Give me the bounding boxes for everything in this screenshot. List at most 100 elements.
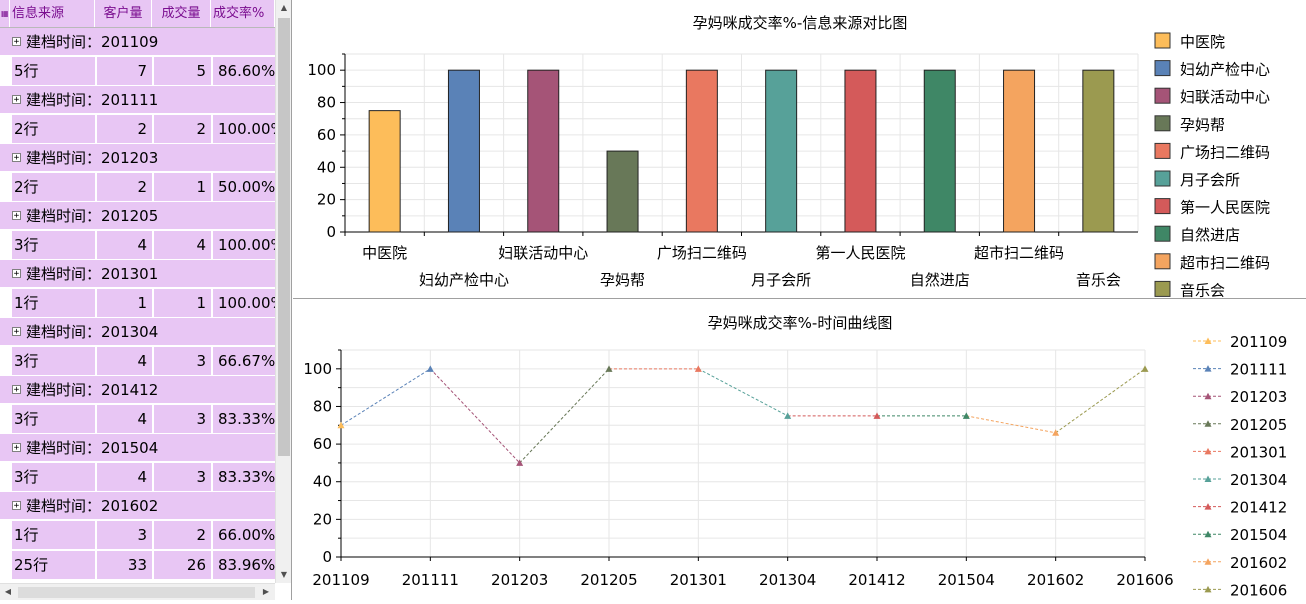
- data-grid[interactable]: ▦ 信息来源 客户量 成交量 成交率% + 建档时间：201109 5行 7 5 86.6…: [0, 0, 292, 600]
- deal-count-cell[interactable]: 1: [154, 173, 213, 201]
- deal-rate-cell[interactable]: 100.00%: [213, 231, 275, 259]
- group-label: 建档时间：201504: [26, 439, 159, 457]
- deal-count-cell[interactable]: 3: [154, 463, 213, 491]
- expand-icon[interactable]: +: [12, 95, 21, 105]
- column-header-deals[interactable]: 成交量: [152, 0, 211, 27]
- customer-count-cell[interactable]: 7: [97, 57, 154, 85]
- customer-count-cell[interactable]: 2: [97, 115, 154, 143]
- group-summary-row[interactable]: 2行 2 1 50.00%: [0, 172, 275, 202]
- customer-count-cell[interactable]: 4: [97, 347, 154, 375]
- expand-icon[interactable]: +: [12, 327, 21, 337]
- y-tick-label: 20: [317, 191, 336, 209]
- x-tick-label: 自然进店: [910, 271, 970, 289]
- deal-count-cell[interactable]: 3: [154, 347, 213, 375]
- customer-count-cell[interactable]: 4: [97, 463, 154, 491]
- group-row[interactable]: + 建档时间：201109: [0, 28, 275, 56]
- row-count-cell[interactable]: 5行: [12, 57, 97, 85]
- deal-rate-cell[interactable]: 66.67%: [213, 347, 275, 375]
- group-row[interactable]: + 建档时间：201412: [0, 376, 275, 404]
- expand-icon[interactable]: +: [12, 37, 21, 47]
- data-point-marker: [337, 421, 345, 429]
- row-count-cell[interactable]: 3行: [12, 347, 97, 375]
- deal-count-cell[interactable]: 2: [154, 115, 213, 143]
- deal-rate-cell[interactable]: 86.60%: [213, 57, 275, 85]
- group-summary-row[interactable]: 1行 3 2 66.00%: [0, 520, 275, 550]
- horizontal-scrollbar[interactable]: ◀ ▶: [0, 583, 275, 600]
- row-count-cell[interactable]: 1行: [12, 521, 97, 549]
- data-point-marker: [426, 365, 434, 372]
- grid-corner-icon[interactable]: ▦: [0, 0, 10, 27]
- group-summary-row[interactable]: 3行 4 3 66.67%: [0, 346, 275, 376]
- group-summary-row[interactable]: 3行 4 3 83.33%: [0, 462, 275, 492]
- row-count-cell[interactable]: 3行: [12, 231, 97, 259]
- horizontal-scroll-thumb[interactable]: [18, 587, 255, 598]
- deal-count-cell[interactable]: 26: [154, 551, 213, 579]
- group-row[interactable]: + 建档时间：201301: [0, 260, 275, 288]
- deal-rate-cell[interactable]: 50.00%: [213, 173, 275, 201]
- customer-count-cell[interactable]: 1: [97, 289, 154, 317]
- x-tick-label: 201304: [759, 571, 816, 589]
- vertical-scroll-thumb[interactable]: [278, 18, 290, 456]
- legend-swatch: [1154, 32, 1171, 49]
- group-row[interactable]: + 建档时间：201504: [0, 434, 275, 462]
- y-tick-label: 100: [307, 61, 336, 79]
- expand-icon[interactable]: +: [12, 385, 21, 395]
- deal-count-cell[interactable]: 4: [154, 231, 213, 259]
- deal-rate-cell[interactable]: 100.00%: [213, 289, 275, 317]
- legend-swatch: [1154, 142, 1171, 159]
- column-header-rate[interactable]: 成交率%: [211, 0, 275, 27]
- row-count-cell[interactable]: 2行: [12, 173, 97, 201]
- expand-icon[interactable]: +: [12, 269, 21, 279]
- deal-count-cell[interactable]: 2: [154, 521, 213, 549]
- scroll-up-icon[interactable]: ▲: [276, 0, 291, 16]
- expand-icon[interactable]: +: [12, 211, 21, 221]
- row-count-cell[interactable]: 3行: [12, 463, 97, 491]
- customer-count-cell[interactable]: 3: [97, 521, 154, 549]
- legend-marker: [1204, 503, 1212, 510]
- group-row[interactable]: + 建档时间：201205: [0, 202, 275, 230]
- group-row[interactable]: + 建档时间：201111: [0, 86, 275, 114]
- column-header-customers[interactable]: 客户量: [95, 0, 152, 27]
- legend-label: 201111: [1230, 361, 1287, 379]
- row-count-cell[interactable]: 1行: [12, 289, 97, 317]
- legend-label: 201412: [1230, 499, 1287, 517]
- expand-icon[interactable]: +: [12, 501, 21, 511]
- customer-count-cell[interactable]: 4: [97, 231, 154, 259]
- x-tick-label: 201412: [848, 571, 905, 589]
- deal-rate-cell[interactable]: 100.00%: [213, 115, 275, 143]
- deal-rate-cell[interactable]: 66.00%: [213, 521, 275, 549]
- deal-rate-cell[interactable]: 83.33%: [213, 463, 275, 491]
- column-header-source[interactable]: 信息来源: [10, 0, 95, 27]
- expand-icon[interactable]: +: [12, 443, 21, 453]
- group-row[interactable]: + 建档时间：201602: [0, 492, 275, 520]
- deal-count-cell[interactable]: 5: [154, 57, 213, 85]
- scroll-right-icon[interactable]: ▶: [258, 584, 274, 600]
- customer-count-cell[interactable]: 2: [97, 173, 154, 201]
- expand-icon[interactable]: +: [12, 153, 21, 163]
- deal-rate-cell[interactable]: 83.96%: [213, 551, 275, 579]
- deal-rate-cell[interactable]: 83.33%: [213, 405, 275, 433]
- customer-count-cell[interactable]: 4: [97, 405, 154, 433]
- group-summary-row[interactable]: 3行 4 3 83.33%: [0, 404, 275, 434]
- legend-marker: [1204, 530, 1212, 538]
- scroll-left-icon[interactable]: ◀: [0, 584, 16, 600]
- legend-label: 201606: [1230, 581, 1287, 599]
- group-row[interactable]: + 建档时间：201304: [0, 318, 275, 346]
- total-row[interactable]: 25行 33 26 83.96%: [0, 550, 275, 580]
- scroll-down-icon[interactable]: ▼: [276, 567, 291, 583]
- group-summary-row[interactable]: 5行 7 5 86.60%: [0, 56, 275, 86]
- x-tick-label: 201602: [1027, 571, 1084, 589]
- deal-count-cell[interactable]: 1: [154, 289, 213, 317]
- row-count-cell[interactable]: 25行: [12, 551, 97, 579]
- line-chart: 孕妈咪成交率%-时间曲线图 0 20 40 60 80 100 201109 201111 201…: [303, 314, 1287, 599]
- row-count-cell[interactable]: 2行: [12, 115, 97, 143]
- group-row[interactable]: + 建档时间：201203: [0, 144, 275, 172]
- customer-count-cell[interactable]: 33: [97, 551, 154, 579]
- row-count-cell[interactable]: 3行: [12, 405, 97, 433]
- vertical-scrollbar[interactable]: ▲ ▼: [275, 0, 291, 583]
- deal-count-cell[interactable]: 3: [154, 405, 213, 433]
- group-label: 建档时间：201602: [26, 497, 159, 515]
